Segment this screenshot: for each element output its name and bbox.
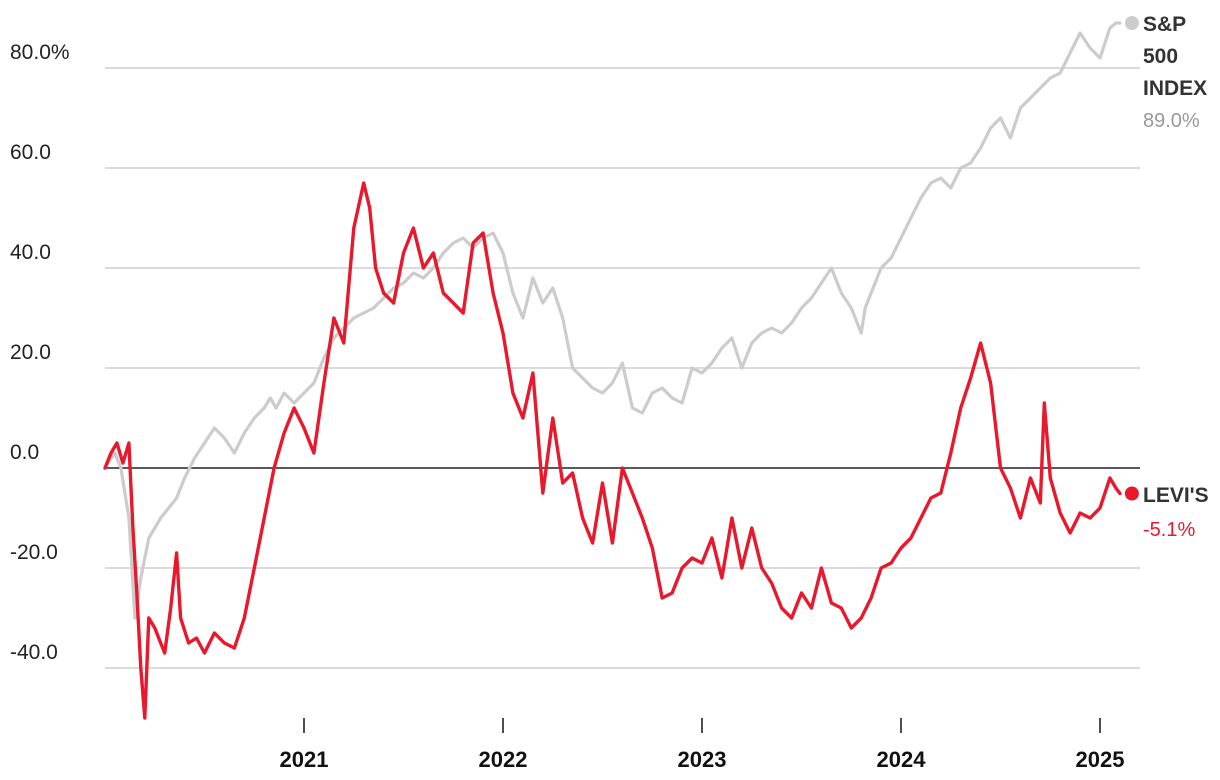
x-tick-label: 2025 — [1076, 747, 1125, 772]
series-end-marker-1 — [1124, 486, 1139, 501]
series-line-0 — [103, 21, 1122, 620]
x-tick-label: 2023 — [678, 747, 727, 772]
series-end-marker-0 — [1124, 16, 1139, 30]
x-tick-label: 2021 — [280, 747, 329, 772]
series-end-value: 89.0% — [1143, 110, 1200, 132]
series-name-line: S&P — [1143, 13, 1186, 36]
series-name-line: 500 — [1143, 45, 1178, 68]
y-axis-labels: 80.0% 60.0 40.0 20.0 0.0 -20.0 -40.0 — [10, 41, 70, 664]
series-name-line: LEVI'S — [1143, 484, 1209, 507]
y-tick-label: 60.0 — [10, 141, 51, 164]
y-tick-label: -20.0 — [10, 541, 58, 564]
y-tick-label: 80.0% — [10, 41, 70, 64]
series-line-1 — [103, 181, 1122, 720]
y-tick-label: 0.0 — [10, 441, 39, 464]
series-lines — [103, 16, 1139, 720]
x-tick-label: 2024 — [877, 747, 927, 772]
y-tick-label: 20.0 — [10, 341, 51, 364]
y-tick-label: 40.0 — [10, 241, 51, 264]
series-end-value: -5.1% — [1143, 519, 1195, 541]
series-end-labels: S&P 500 INDEX 89.0% LEVI'S -5.1% — [1143, 13, 1209, 541]
y-tick-label: -40.0 — [10, 641, 58, 664]
series-name-line: INDEX — [1143, 77, 1207, 100]
x-tick-label: 2022 — [479, 747, 528, 772]
x-axis: 2021 2022 2023 2024 2025 — [280, 718, 1125, 772]
